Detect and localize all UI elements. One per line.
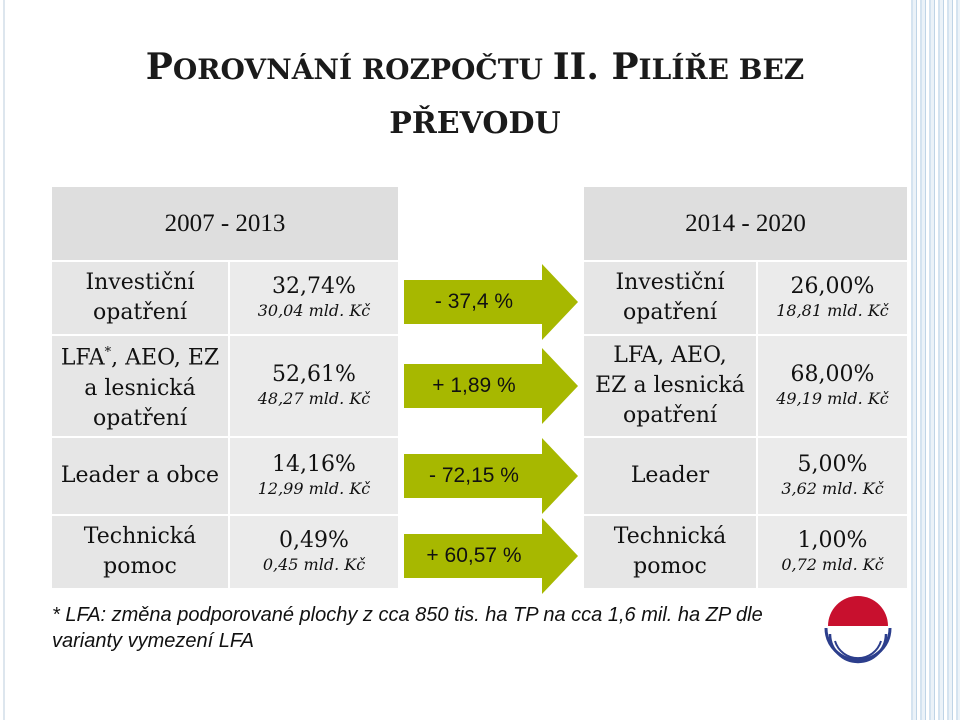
new-value-technical: 1,00% 0,72 mld. Kč	[758, 516, 907, 588]
old-value-technical: 0,49% 0,45 mld. Kč	[230, 516, 398, 588]
new-value-lfa: 68,00% 49,19 mld. Kč	[758, 336, 907, 436]
change-arrow-lfa	[404, 348, 578, 424]
old-value-lfa: 52,61% 48,27 mld. Kč	[230, 336, 398, 436]
decorative-stripes	[908, 0, 960, 720]
period-header-old: 2007 - 2013	[52, 187, 398, 260]
new-label-technical: Technická pomoc	[584, 516, 756, 588]
change-arrow-leader	[404, 438, 578, 514]
left-border-line	[3, 0, 5, 720]
old-label-technical: Technická pomoc	[52, 516, 228, 588]
change-arrow-technical	[404, 518, 578, 594]
old-label-lfa: LFA*, AEO, EZ a lesnická opatření	[52, 336, 228, 436]
change-label-leader: - 72,15 %	[429, 464, 519, 487]
old-value-investment: 32,74% 30,04 mld. Kč	[230, 262, 398, 334]
new-label-investment: Investiční opatření	[584, 262, 756, 334]
footnote: * LFA: změna podporované plochy z cca 85…	[52, 604, 763, 652]
new-label-lfa: LFA, AEO, EZ a lesnická opatření	[584, 336, 756, 436]
old-label-leader: Leader a obce	[52, 438, 228, 514]
slide-title: POROVNÁNÍ ROZPOČTU II. PILÍŘE BEZ PŘEVOD…	[145, 46, 805, 141]
old-label-investment: Investiční opatření	[52, 262, 228, 334]
new-value-leader: 5,00% 3,62 mld. Kč	[758, 438, 907, 514]
header-spacer	[398, 187, 584, 260]
change-label-lfa: + 1,89 %	[432, 374, 516, 397]
old-value-leader: 14,16% 12,99 mld. Kč	[230, 438, 398, 514]
new-value-investment: 26,00% 18,81 mld. Kč	[758, 262, 907, 334]
change-label-investment: - 37,4 %	[434, 290, 514, 313]
new-label-leader: Leader	[584, 438, 756, 514]
change-label-technical: + 60,57 %	[426, 544, 522, 567]
change-arrow-investment	[404, 264, 578, 340]
logo-icon	[822, 590, 894, 664]
period-header-new: 2014 - 2020	[584, 187, 907, 260]
